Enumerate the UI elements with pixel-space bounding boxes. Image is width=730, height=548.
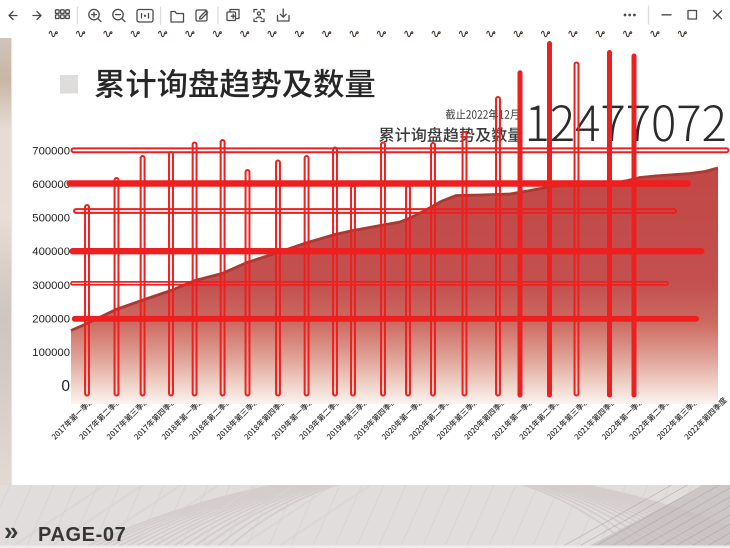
svg-text:600000: 600000 (32, 179, 70, 191)
svg-text:700000: 700000 (32, 145, 70, 157)
svg-text:400000: 400000 (32, 246, 70, 258)
svg-text:100000: 100000 (32, 347, 70, 359)
svg-text:PAGE-07: PAGE-07 (38, 524, 126, 546)
svg-text:»: » (4, 516, 18, 546)
svg-text:500000: 500000 (32, 213, 70, 225)
svg-text:200000: 200000 (32, 313, 70, 325)
svg-text:0: 0 (61, 378, 70, 395)
svg-text:300000: 300000 (32, 280, 70, 292)
